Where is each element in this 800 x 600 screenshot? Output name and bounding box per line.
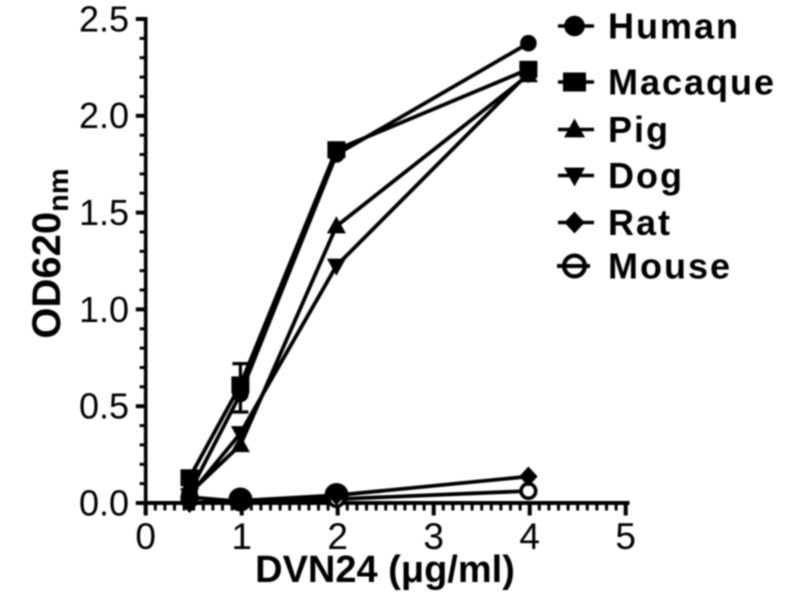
svg-text:Macaque: Macaque: [608, 61, 776, 102]
svg-text:1.0: 1.0: [79, 289, 129, 330]
svg-text:0: 0: [135, 516, 156, 557]
svg-text:2.0: 2.0: [79, 95, 129, 136]
svg-text:4: 4: [519, 516, 540, 557]
svg-text:0.5: 0.5: [79, 386, 129, 427]
svg-text:2: 2: [327, 516, 348, 557]
svg-text:Rat: Rat: [608, 202, 672, 243]
svg-text:0.0: 0.0: [79, 482, 129, 523]
svg-text:Mouse: Mouse: [608, 245, 732, 286]
svg-text:5: 5: [615, 516, 636, 557]
svg-text:2.5: 2.5: [79, 0, 129, 39]
svg-text:Pig: Pig: [608, 109, 670, 150]
svg-text:DVN24 (μg/ml): DVN24 (μg/ml): [255, 549, 515, 591]
svg-text:1: 1: [231, 516, 252, 557]
svg-text:Dog: Dog: [608, 155, 684, 196]
svg-text:3: 3: [423, 516, 444, 557]
svg-text:Human: Human: [608, 5, 740, 46]
svg-text:1.5: 1.5: [79, 192, 129, 233]
